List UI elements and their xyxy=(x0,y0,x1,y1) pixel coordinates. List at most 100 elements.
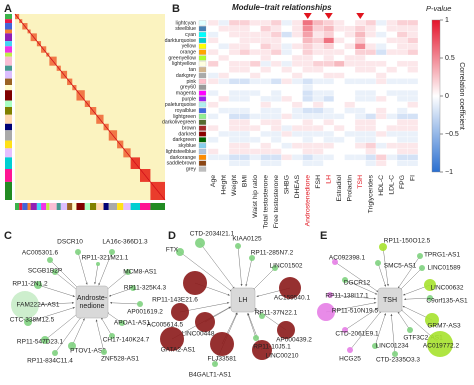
module-color-bar xyxy=(5,157,12,169)
heatmap-cell xyxy=(291,101,303,108)
gene-node xyxy=(130,285,136,291)
heatmap-cell xyxy=(228,113,240,120)
heatmap-cell xyxy=(228,66,240,73)
heatmap-cell xyxy=(249,160,261,167)
gene-label: CTD-2034I21.1 xyxy=(190,231,235,238)
heatmap-cell xyxy=(396,84,408,91)
heatmap-cell xyxy=(281,54,293,62)
heatmap-cell xyxy=(344,113,356,120)
heatmap-cell xyxy=(365,154,377,161)
heatmap-cell xyxy=(333,72,345,79)
heatmap-cell xyxy=(239,142,251,149)
gene-node xyxy=(41,336,49,344)
heatmap-cell xyxy=(270,119,282,126)
heatmap-cell xyxy=(270,43,282,50)
heatmap-cell xyxy=(407,160,419,167)
heatmap-cell xyxy=(354,154,366,161)
heatmap-cell xyxy=(249,49,261,56)
heatmap-cell xyxy=(228,160,240,167)
gene-node xyxy=(259,313,265,319)
heatmap-cell xyxy=(239,166,251,173)
heatmap-cell xyxy=(239,107,251,114)
heatmap-cell xyxy=(228,31,240,38)
edge xyxy=(95,319,105,353)
heatmap-cell xyxy=(270,31,282,38)
colorbar-title: Correlation coefficient xyxy=(458,62,465,130)
row-swatch xyxy=(198,119,207,125)
edge xyxy=(27,307,75,323)
gene-node xyxy=(419,265,425,271)
gene-node xyxy=(392,351,398,357)
heatmap-cell xyxy=(291,130,303,138)
heatmap-cell xyxy=(365,25,377,32)
gene-label: RP11-285N7.2 xyxy=(251,250,294,257)
heatmap-cell xyxy=(344,72,356,79)
gene-label: MCM8-AS1 xyxy=(123,269,157,276)
heatmap-cell xyxy=(228,130,240,138)
module-color-bar xyxy=(96,203,104,210)
heatmap-cell xyxy=(239,31,251,38)
heatmap-cell xyxy=(375,107,387,114)
heatmap-cell xyxy=(218,49,230,56)
module-color-bar xyxy=(5,14,12,20)
heatmap-cell xyxy=(333,136,345,143)
heatmap-cell xyxy=(344,142,356,149)
heatmap-cell xyxy=(239,78,251,85)
edge xyxy=(349,310,382,351)
heatmap-cell xyxy=(281,154,293,161)
row-swatch xyxy=(198,73,207,79)
heatmap-cell xyxy=(375,154,387,161)
heatmap-cell xyxy=(281,72,293,79)
module-color-bar xyxy=(22,203,28,210)
heatmap-cell xyxy=(281,25,293,32)
heatmap-cell xyxy=(344,125,356,132)
heatmap-cell xyxy=(228,90,240,97)
heatmap-cell xyxy=(291,31,303,38)
heatmap-cell xyxy=(365,78,377,85)
gene-label: FTX xyxy=(166,247,179,254)
heatmap-cell xyxy=(239,101,251,108)
row-label: lightyellow xyxy=(172,61,196,67)
heatmap-cell xyxy=(386,90,398,97)
row-swatch xyxy=(198,131,207,137)
heatmap-cell xyxy=(365,84,377,91)
heatmap-cell xyxy=(396,78,408,85)
heatmap-cell xyxy=(375,101,387,108)
heatmap-cell xyxy=(291,90,303,97)
heatmap-cell xyxy=(291,43,303,50)
heatmap-cell xyxy=(354,49,366,56)
heatmap-cell xyxy=(260,154,272,161)
heatmap-cell xyxy=(365,107,377,114)
heatmap-cell xyxy=(386,78,398,85)
module-color-bar xyxy=(46,203,50,210)
heatmap-cell xyxy=(302,31,314,38)
heatmap-cell xyxy=(207,49,219,56)
heatmap-cell xyxy=(344,49,356,56)
gene-node xyxy=(342,277,348,283)
heatmap-cell xyxy=(407,19,419,26)
gene-label: RP11-150O12.5 xyxy=(384,238,431,245)
module-color-bar xyxy=(5,181,12,200)
module-color-bar xyxy=(5,148,12,158)
module-color-bar xyxy=(5,100,12,107)
heatmap-cell xyxy=(260,166,272,173)
edge xyxy=(109,301,141,305)
module-color-bar xyxy=(36,203,42,210)
heatmap-cell xyxy=(207,160,219,167)
heatmap-cell xyxy=(375,142,387,149)
heatmap-cell xyxy=(386,142,398,149)
heatmap-cell xyxy=(281,130,293,138)
gene-label: CTD-2061E9.1 xyxy=(335,331,379,338)
row-swatch xyxy=(198,26,207,32)
heatmap-cell xyxy=(270,90,282,97)
row-swatch xyxy=(198,125,207,131)
heatmap-cell xyxy=(375,95,387,102)
heatmap-cell xyxy=(302,142,314,149)
heatmap-cell xyxy=(291,95,303,102)
heatmap-cell xyxy=(365,130,377,138)
heatmap-cell xyxy=(302,148,314,155)
gene-label: CTC-338M12.5 xyxy=(10,317,55,324)
heatmap-cell xyxy=(386,54,398,62)
heatmap-cell xyxy=(312,31,324,38)
heatmap-cell xyxy=(239,37,251,44)
